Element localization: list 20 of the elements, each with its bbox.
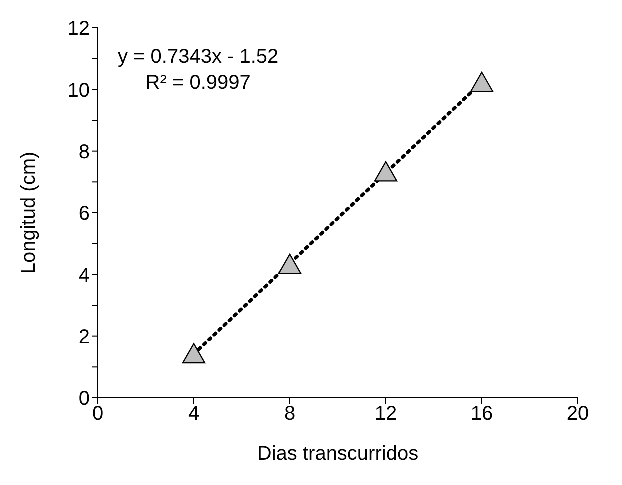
x-axis-title: Dias transcurridos	[257, 443, 419, 465]
x-tick-label: 16	[470, 403, 494, 426]
y-axis-title: Longitud (cm)	[18, 152, 40, 274]
y-tick-label: 2	[78, 326, 90, 348]
point	[278, 254, 302, 274]
point	[470, 72, 494, 92]
x-tick-label: 20	[566, 403, 590, 426]
y-tick-label: 0	[78, 388, 90, 410]
x-tick-label: 12	[374, 403, 398, 426]
point	[374, 161, 398, 182]
y-tick-label: 10	[68, 80, 90, 102]
y-tick-label: 4	[78, 264, 90, 287]
annotation: y = 0.7343x - 1.52	[118, 45, 279, 70]
y-tick-label: 8	[78, 141, 90, 164]
x-tick-label: 4	[188, 403, 200, 426]
y-tick-label: 6	[78, 203, 90, 226]
x-tick-label: 8	[284, 403, 296, 426]
y-tick-label: 12	[68, 18, 90, 40]
point	[182, 343, 206, 364]
annotation: R² = 0.9997	[144, 71, 252, 96]
